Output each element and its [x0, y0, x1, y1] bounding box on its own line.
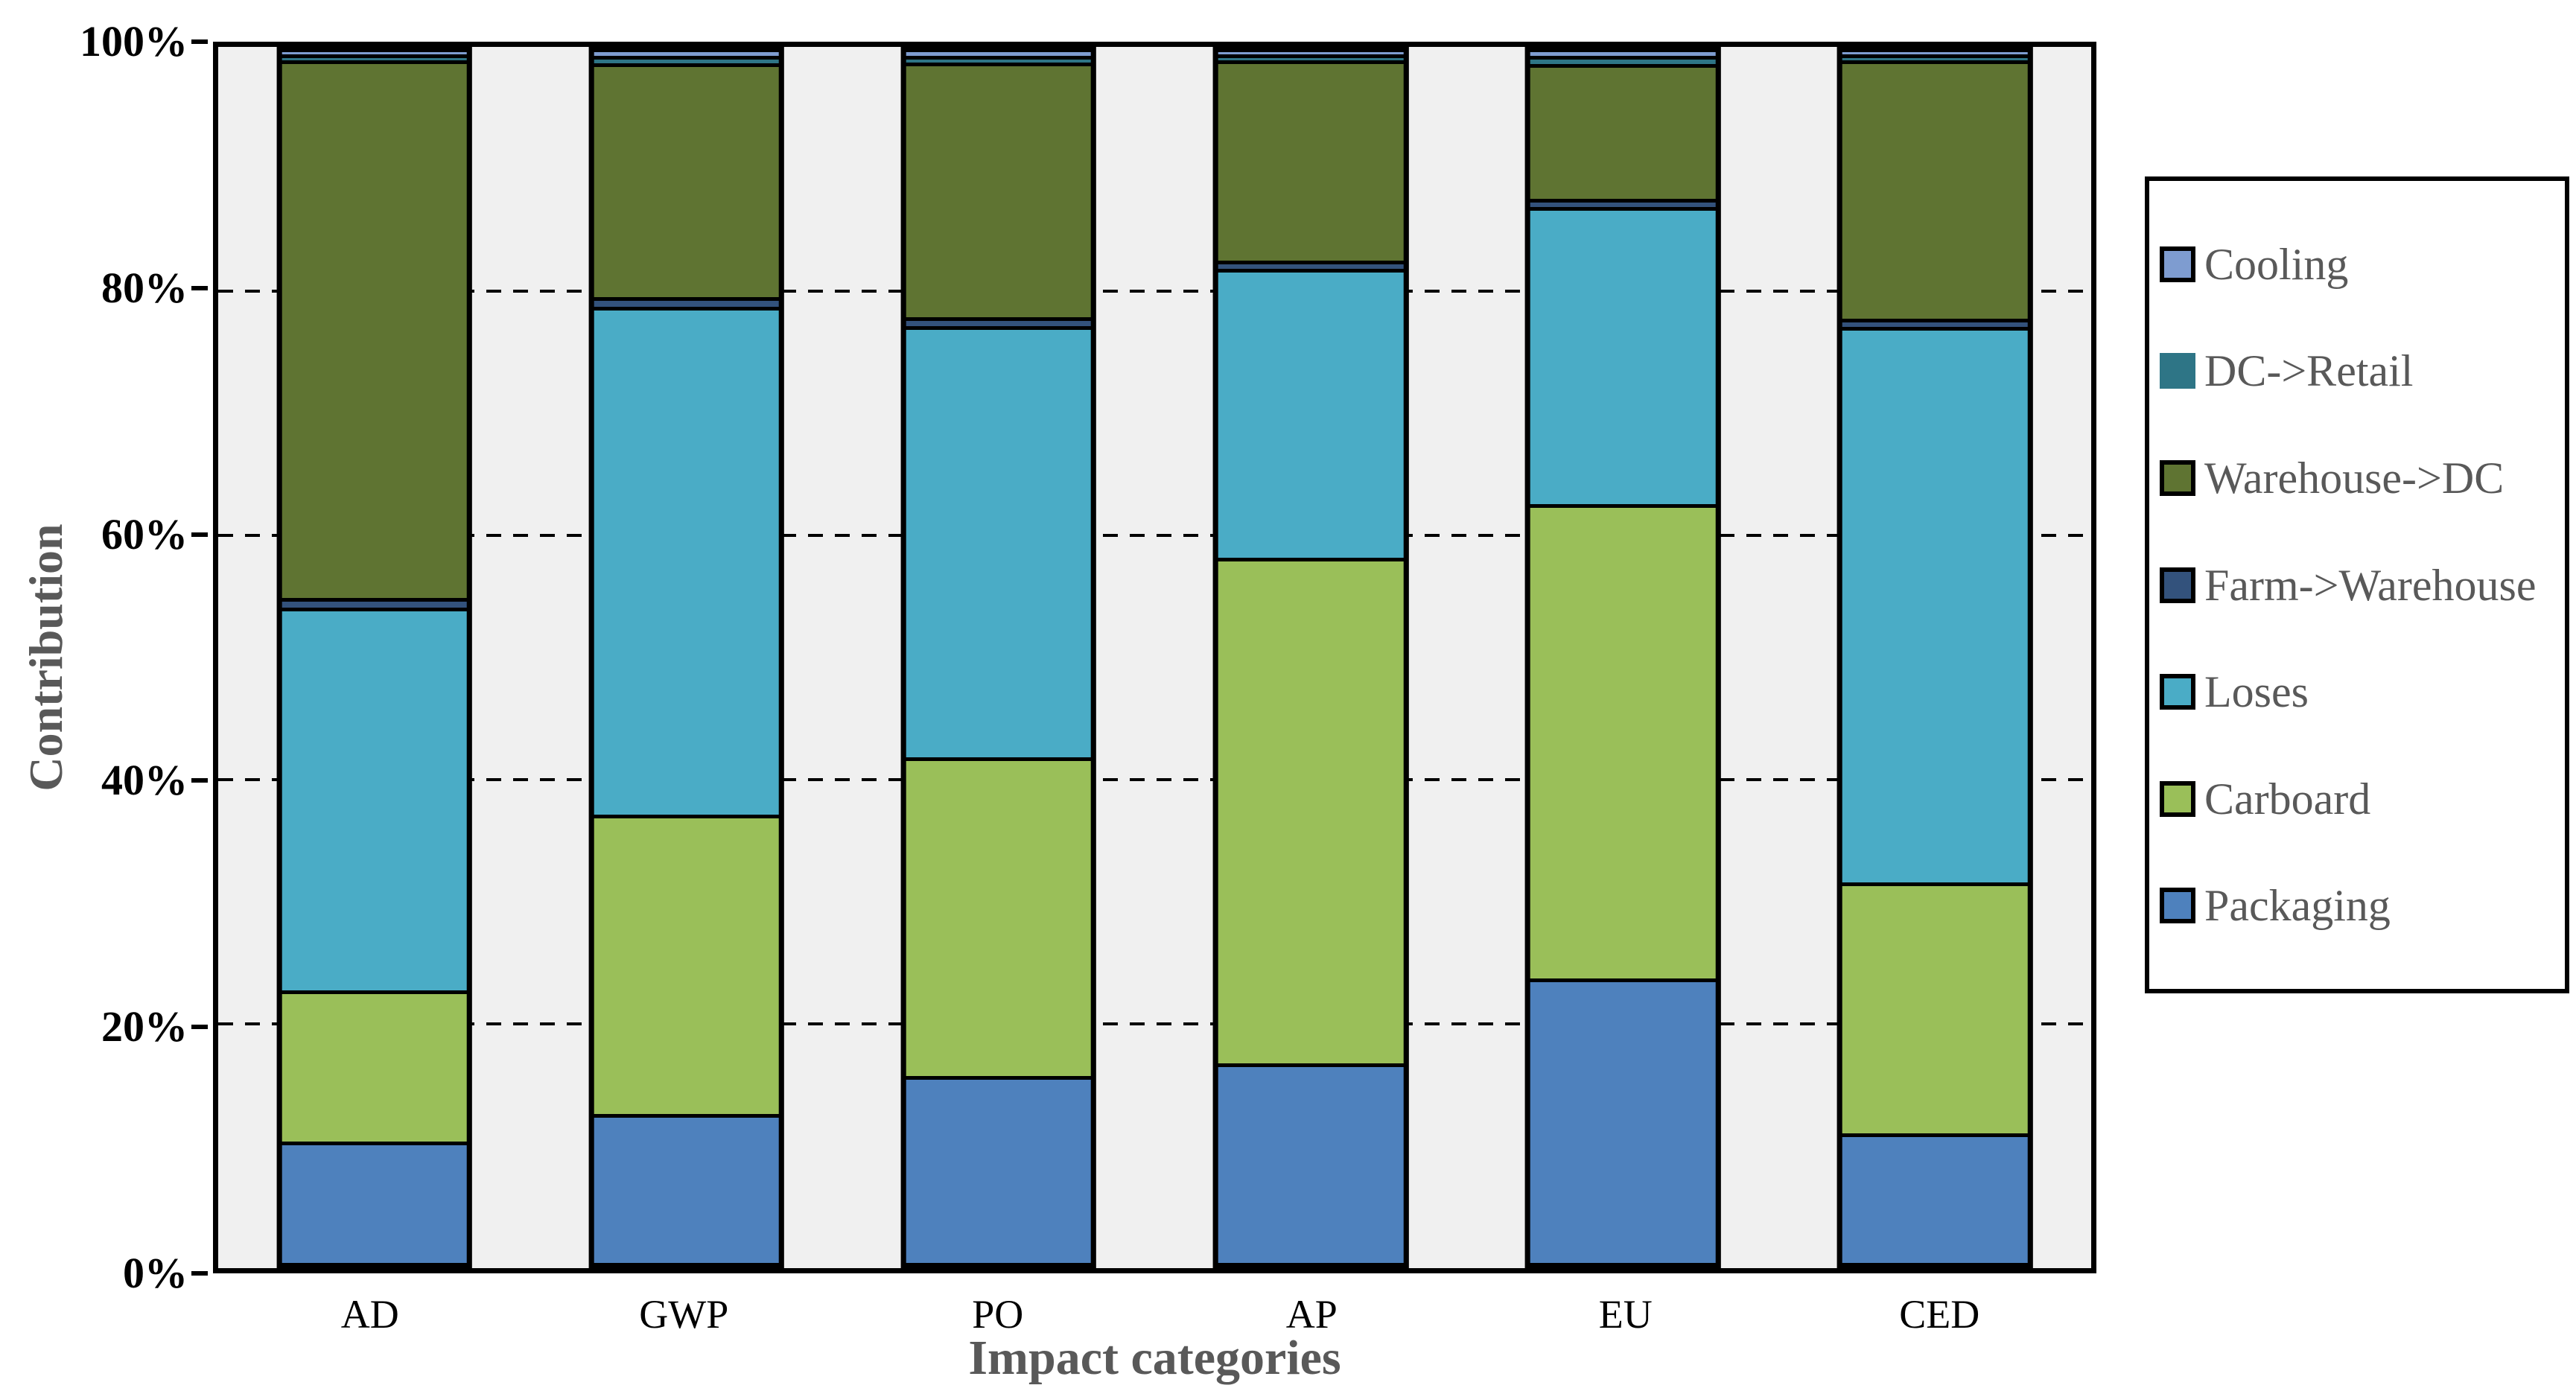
gridline-20 [218, 1022, 2091, 1025]
segment-packaging-ad [282, 1145, 467, 1263]
segment-cooling-ad [282, 52, 467, 55]
y-tick-mark-20 [191, 1025, 208, 1030]
bar-ap [1212, 47, 1409, 1268]
segment-dc-retail-eu [1530, 59, 1716, 65]
segment-farm-warehouse-ap [1218, 264, 1404, 270]
y-tick-label-60: 60% [101, 509, 188, 558]
y-tick-label-40: 40% [101, 756, 188, 805]
segment-packaging-po [906, 1079, 1092, 1263]
segment-farm-warehouse-gwp [594, 301, 780, 308]
segment-carboard-ced [1842, 885, 2028, 1133]
segment-cooling-po [906, 52, 1092, 57]
legend-swatch-loses [2160, 674, 2195, 710]
segment-carboard-gwp [594, 818, 780, 1115]
segment-dc-retail-gwp [594, 59, 780, 63]
legend-item-warehouse-dc: Warehouse->DC [2160, 454, 2565, 502]
y-tick-label-0: 0% [123, 1249, 188, 1297]
segment-carboard-ap [1218, 561, 1404, 1063]
y-tick-label-20: 20% [101, 1002, 188, 1051]
y-axis-title: Contribution [19, 523, 72, 792]
bar-gwp [588, 47, 785, 1268]
plot-area [213, 42, 2096, 1273]
legend-item-farm-warehouse: Farm->Warehouse [2160, 561, 2565, 609]
segment-loses-ap [1218, 273, 1404, 558]
segment-carboard-eu [1530, 508, 1716, 979]
y-tick-label-80: 80% [101, 263, 188, 312]
segment-loses-ad [282, 611, 467, 991]
segment-cooling-ced [1842, 52, 2028, 55]
bar-ad [276, 47, 472, 1268]
segment-warehouse-dc-eu [1530, 68, 1716, 199]
legend-label-carboard: Carboard [2204, 774, 2371, 824]
y-tick-mark-40 [191, 778, 208, 783]
segment-carboard-ad [282, 994, 467, 1142]
segment-farm-warehouse-ced [1842, 322, 2028, 328]
segment-cooling-ap [1218, 51, 1404, 55]
legend-label-farm-warehouse: Farm->Warehouse [2204, 560, 2537, 610]
legend-label-dc-retail: DC->Retail [2204, 346, 2414, 396]
x-category-label-eu: EU [1598, 1292, 1653, 1337]
gridline-80 [218, 290, 2091, 293]
legend-label-cooling: Cooling [2204, 239, 2349, 289]
x-category-label-ad: AD [340, 1292, 399, 1337]
bar-ced [1837, 47, 2033, 1268]
segment-packaging-eu [1530, 982, 1716, 1263]
segment-cooling-eu [1530, 51, 1716, 56]
segment-loses-eu [1530, 211, 1716, 505]
legend-swatch-warehouse-dc [2160, 459, 2195, 496]
gridline-40 [218, 778, 2091, 781]
x-category-label-po: PO [972, 1292, 1024, 1337]
segment-warehouse-dc-ad [282, 64, 467, 598]
legend-swatch-farm-warehouse [2160, 567, 2195, 603]
y-tick-label-100: 100% [80, 17, 188, 66]
bar-po [900, 47, 1097, 1268]
segment-warehouse-dc-ced [1842, 64, 2028, 319]
segment-warehouse-dc-gwp [594, 66, 780, 298]
x-category-label-ap: AP [1285, 1292, 1338, 1337]
x-axis-title: Impact categories [968, 1331, 1341, 1385]
segment-farm-warehouse-ad [282, 601, 467, 608]
y-tick-mark-60 [191, 532, 208, 537]
segment-carboard-po [906, 761, 1092, 1076]
segment-loses-po [906, 329, 1092, 758]
legend-label-loses: Loses [2204, 667, 2309, 717]
legend-item-loses: Loses [2160, 668, 2565, 716]
legend-item-cooling: Cooling [2160, 241, 2565, 288]
gridline-60 [218, 534, 2091, 537]
segment-warehouse-dc-po [906, 66, 1092, 317]
segment-dc-retail-ced [1842, 58, 2028, 61]
y-tick-mark-80 [191, 285, 208, 290]
segment-dc-retail-ap [1218, 58, 1404, 61]
bar-eu [1524, 47, 1721, 1268]
legend-item-dc-retail: DC->Retail [2160, 347, 2565, 395]
segment-packaging-gwp [594, 1118, 780, 1263]
segment-cooling-gwp [594, 52, 780, 56]
segment-packaging-ap [1218, 1066, 1404, 1263]
segment-farm-warehouse-eu [1530, 202, 1716, 208]
legend-swatch-packaging [2160, 888, 2195, 924]
segment-warehouse-dc-ap [1218, 64, 1404, 261]
x-category-label-ced: CED [1899, 1292, 1980, 1337]
legend-swatch-dc-retail [2160, 353, 2195, 389]
segment-dc-retail-ad [282, 58, 467, 61]
y-tick-mark-0 [191, 1271, 208, 1276]
segment-loses-ced [1842, 331, 2028, 882]
segment-dc-retail-po [906, 60, 1092, 63]
x-category-label-gwp: GWP [639, 1292, 729, 1337]
legend-label-packaging: Packaging [2204, 881, 2391, 931]
legend-item-packaging: Packaging [2160, 882, 2565, 929]
legend-swatch-cooling [2160, 246, 2195, 282]
segment-packaging-ced [1842, 1136, 2028, 1263]
legend-item-carboard: Carboard [2160, 775, 2565, 823]
y-tick-mark-100 [191, 39, 208, 44]
legend: Cooling DC->Retail Warehouse->DC Farm->Ware… [2145, 176, 2569, 993]
segment-loses-gwp [594, 311, 780, 815]
legend-swatch-carboard [2160, 780, 2195, 817]
legend-label-warehouse-dc: Warehouse->DC [2204, 453, 2505, 503]
segment-farm-warehouse-po [906, 320, 1092, 326]
